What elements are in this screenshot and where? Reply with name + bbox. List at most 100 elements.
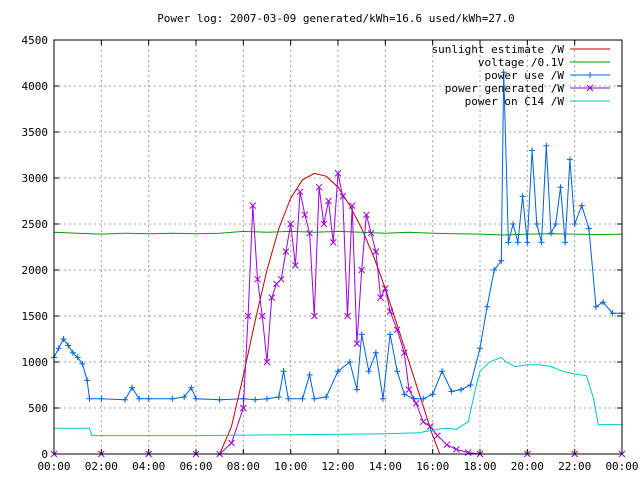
data-point-marker [533, 221, 540, 227]
data-point-marker [358, 331, 365, 338]
data-point-marker [306, 371, 313, 378]
data-point-marker [405, 386, 413, 393]
series-4 [54, 356, 622, 437]
data-point-marker [353, 340, 361, 347]
data-point-marker [426, 423, 434, 430]
legend-label: power use /W [485, 69, 565, 82]
y-tick-label: 0 [41, 448, 48, 461]
data-point-marker [372, 248, 380, 255]
data-point-marker [60, 336, 67, 342]
data-point-marker [443, 441, 451, 449]
y-tick-label: 4500 [22, 34, 49, 47]
x-tick-label: 16:00 [416, 460, 449, 473]
data-point-marker [464, 449, 472, 456]
data-point-marker [310, 312, 318, 320]
data-point-marker [452, 446, 460, 453]
data-point-marker [519, 193, 526, 200]
data-point-marker [358, 266, 366, 274]
y-tick-label: 4000 [22, 80, 49, 93]
data-point-marker [491, 267, 498, 273]
data-point-marker [277, 275, 285, 283]
grid [54, 40, 622, 454]
chart-title: Power log: 2007-03-09 generated/kWh=16.6… [157, 12, 515, 25]
axes: 0 500 1000 1500 2000 2500 3000 3500 4000 4500 00:0… [22, 34, 639, 473]
data-point-marker [592, 303, 599, 310]
data-point-marker [571, 221, 578, 227]
data-point-marker [524, 239, 531, 246]
series-0 [54, 172, 622, 455]
data-point-marker [263, 358, 271, 366]
data-point-marker [306, 229, 313, 237]
data-point-marker [348, 202, 356, 209]
data-point-marker [420, 395, 427, 402]
data-point-marker [500, 69, 507, 76]
data-point-marker [268, 294, 276, 301]
x-tick-label: 12:00 [321, 460, 354, 473]
x-tick-label: 00:00 [37, 460, 70, 473]
data-point-marker [562, 239, 569, 246]
data-point-marker [498, 257, 505, 264]
data-point-marker [609, 310, 616, 317]
data-point-marker [387, 331, 394, 338]
data-point-marker [287, 220, 295, 228]
data-point-marker [145, 395, 152, 402]
y-tick-label: 2000 [22, 264, 49, 277]
data-point-marker [412, 400, 420, 407]
data-point-marker [367, 229, 375, 237]
data-point-marker [169, 395, 176, 402]
data-point-marker [529, 147, 536, 154]
data-point-marker [379, 395, 386, 402]
y-tick-label: 1000 [22, 356, 49, 369]
legend-label: power on C14 /W [465, 95, 565, 108]
data-point-marker [386, 308, 394, 315]
x-tick-label: 18:00 [463, 460, 496, 473]
x-tick-label: 10:00 [274, 460, 307, 473]
data-point-marker [543, 142, 550, 149]
legend-marker [587, 72, 593, 78]
data-point-marker [65, 342, 72, 349]
data-point-marker [585, 225, 592, 232]
data-point-marker [264, 395, 270, 402]
legend-label: sunlight estimate /W [432, 43, 565, 56]
x-tick-label: 04:00 [132, 460, 165, 473]
data-point-marker [188, 384, 195, 391]
data-point-marker [74, 354, 81, 361]
data-point-marker [334, 170, 342, 177]
data-point-marker [552, 221, 559, 227]
legend-label: power generated /W [445, 82, 565, 95]
data-point-marker [193, 395, 199, 402]
data-point-marker [363, 211, 370, 219]
data-point-marker [578, 202, 585, 209]
data-point-marker [401, 391, 408, 398]
y-tick-label: 3500 [22, 126, 49, 139]
data-point-marker [254, 275, 261, 283]
data-point-marker [285, 395, 292, 402]
data-point-marker [325, 197, 332, 205]
data-point-marker [419, 418, 427, 426]
data-point-marker [434, 432, 441, 439]
data-point-marker [365, 368, 372, 375]
legend-label: voltage /0.1V [478, 56, 564, 69]
data-point-marker [311, 395, 318, 402]
series-line [54, 356, 622, 437]
data-point-marker [477, 345, 483, 352]
data-point-marker [79, 360, 86, 367]
data-point-marker [299, 395, 306, 402]
data-point-marker [510, 221, 517, 227]
data-point-marker [69, 349, 76, 356]
data-point-marker [320, 220, 328, 228]
data-point-marker [429, 391, 436, 398]
data-point-marker [339, 193, 347, 200]
series-2 [51, 69, 625, 403]
data-point-marker [394, 368, 401, 375]
data-point-marker [381, 285, 389, 292]
data-point-marker [84, 377, 91, 384]
data-point-marker [136, 395, 143, 402]
data-point-marker [372, 349, 379, 356]
data-point-marker [400, 349, 408, 357]
x-tick-label: 14:00 [369, 460, 402, 473]
data-point-marker [329, 239, 337, 246]
data-point-marker [239, 404, 247, 412]
data-point-marker [566, 156, 573, 163]
